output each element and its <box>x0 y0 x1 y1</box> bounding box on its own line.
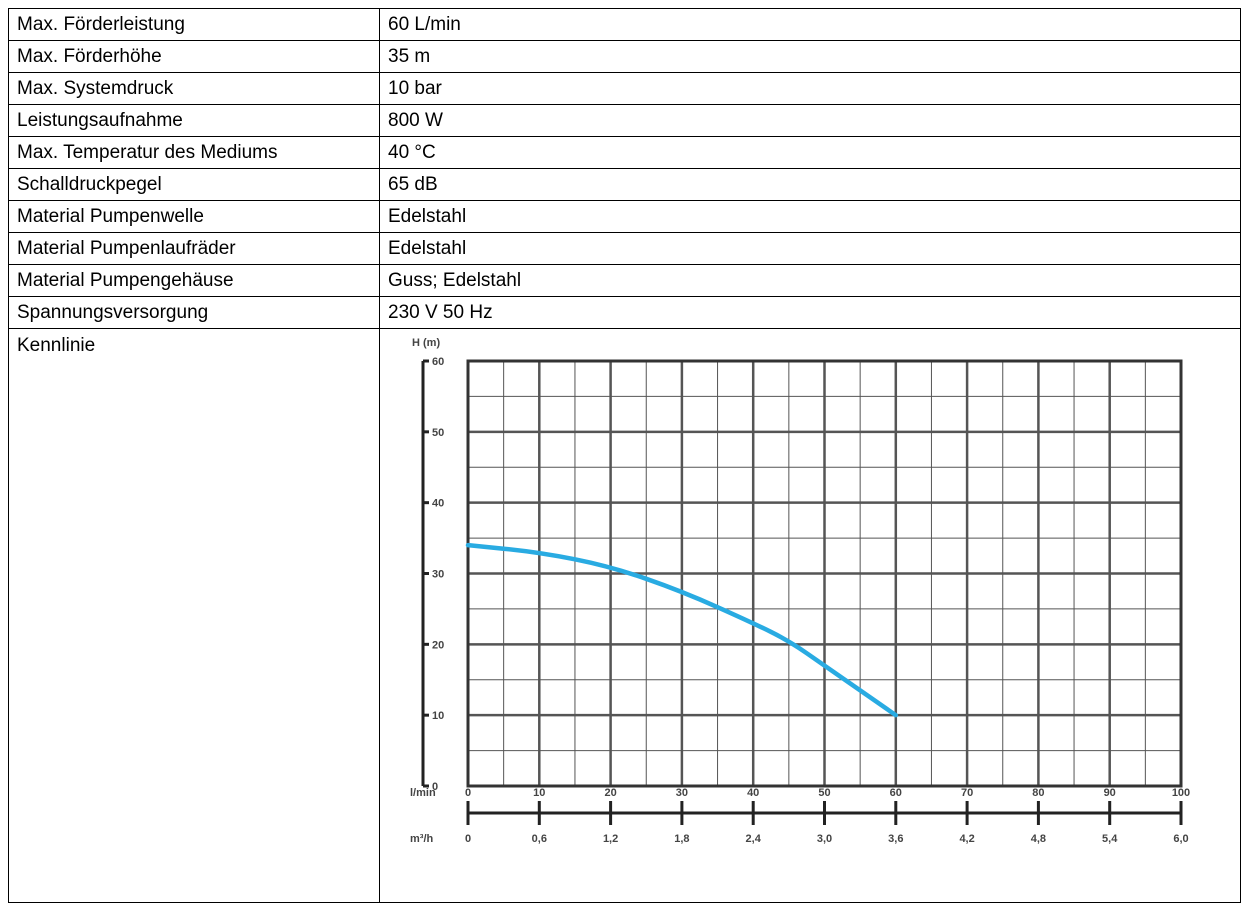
y-tick-label: 10 <box>432 710 444 722</box>
spec-row: Max. Temperatur des Mediums 40 °C <box>8 136 1241 169</box>
x2-tick-label: 1,2 <box>603 833 618 845</box>
x2-tick-label: 3,0 <box>817 833 832 845</box>
x2-tick-label: 4,2 <box>959 833 974 845</box>
x-tick-label: 70 <box>961 787 973 799</box>
x2-axis-title: m³/h <box>410 833 434 845</box>
x2-tick-label: 6,0 <box>1173 833 1188 845</box>
x2-tick-label: 4,8 <box>1031 833 1046 845</box>
spec-value: Edelstahl <box>379 232 1241 265</box>
x2-tick-label: 0 <box>465 833 471 845</box>
y-tick-label: 40 <box>432 498 444 510</box>
x-tick-label: 60 <box>890 787 902 799</box>
x-tick-label: 100 <box>1172 787 1190 799</box>
spec-label: Schalldruckpegel <box>8 168 380 201</box>
x2-tick-label: 3,6 <box>888 833 903 845</box>
spec-row: Material Pumpenlaufräder Edelstahl <box>8 232 1241 265</box>
y-axis-title: H (m) <box>412 337 440 349</box>
y-tick-label: 50 <box>432 427 444 439</box>
spec-value: Guss; Edelstahl <box>379 264 1241 297</box>
spec-label: Spannungsversorgung <box>8 296 380 329</box>
spec-label: Max. Systemdruck <box>8 72 380 105</box>
spec-row: Max. Systemdruck 10 bar <box>8 72 1241 105</box>
spec-value: 40 °C <box>379 136 1241 169</box>
y-tick-label: 30 <box>432 569 444 581</box>
spec-value: 10 bar <box>379 72 1241 105</box>
x2-tick-label: 0,6 <box>532 833 547 845</box>
chart-row: Kennlinie 0 10 20 30 40 50 60 H (m) l/min 0 10 20 30 4… <box>8 328 1241 903</box>
spec-label: Material Pumpenlaufräder <box>8 232 380 265</box>
spec-row: Max. Förderhöhe 35 m <box>8 40 1241 73</box>
x-tick-label: 0 <box>465 787 471 799</box>
y-tick-label: 20 <box>432 639 444 651</box>
spec-value: Edelstahl <box>379 200 1241 233</box>
chart-row-label: Kennlinie <box>8 328 380 903</box>
spec-row: Max. Förderleistung 60 L/min <box>8 8 1241 41</box>
x-axis-title: l/min <box>410 787 436 799</box>
spec-value: 60 L/min <box>379 8 1241 41</box>
x-tick-label: 20 <box>604 787 616 799</box>
y-tick-label: 0 <box>432 781 438 793</box>
x-tick-label: 80 <box>1032 787 1044 799</box>
spec-label: Max. Förderleistung <box>8 8 380 41</box>
spec-value: 35 m <box>379 40 1241 73</box>
spec-table: Max. Förderleistung 60 L/min Max. Förderhö… <box>8 8 1241 903</box>
y-tick-label: 60 <box>432 356 444 368</box>
spec-label: Material Pumpengehäuse <box>8 264 380 297</box>
spec-value: 800 W <box>379 104 1241 137</box>
spec-value: 65 dB <box>379 168 1241 201</box>
spec-row: Material Pumpenwelle Edelstahl <box>8 200 1241 233</box>
spec-label: Max. Temperatur des Mediums <box>8 136 380 169</box>
spec-label: Leistungsaufnahme <box>8 104 380 137</box>
chart-cell: 0 10 20 30 40 50 60 H (m) l/min 0 10 20 30 40 50 60 70 80… <box>379 328 1241 903</box>
spec-label: Material Pumpenwelle <box>8 200 380 233</box>
x-tick-label: 30 <box>676 787 688 799</box>
x-tick-label: 50 <box>818 787 830 799</box>
x2-tick-label: 2,4 <box>746 833 762 845</box>
x2-tick-label: 5,4 <box>1102 833 1118 845</box>
spec-row: Leistungsaufnahme 800 W <box>8 104 1241 137</box>
spec-value: 230 V 50 Hz <box>379 296 1241 329</box>
plot-frame <box>466 359 1183 788</box>
spec-row: Spannungsversorgung 230 V 50 Hz <box>8 296 1241 329</box>
pump-curve-line <box>465 542 899 718</box>
spec-label: Max. Förderhöhe <box>8 40 380 73</box>
x-tick-label: 90 <box>1104 787 1116 799</box>
x2-tick-label: 1,8 <box>674 833 689 845</box>
spec-row: Schalldruckpegel 65 dB <box>8 168 1241 201</box>
x-tick-label: 40 <box>747 787 759 799</box>
spec-row: Material Pumpengehäuse Guss; Edelstahl <box>8 264 1241 297</box>
x-tick-label: 10 <box>533 787 545 799</box>
